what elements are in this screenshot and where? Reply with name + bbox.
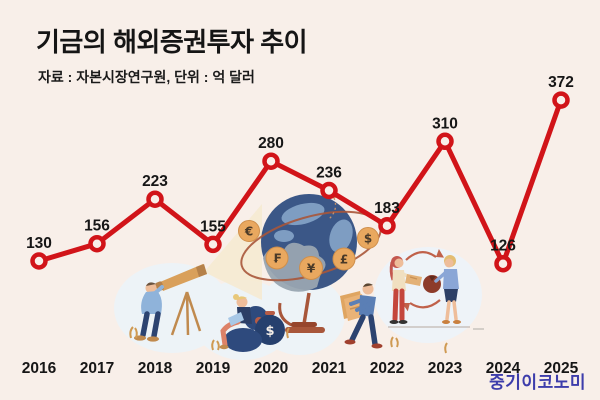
value-label-2019: 155 xyxy=(200,218,226,235)
watermark-logo: 중기이코노미 xyxy=(489,373,586,392)
man-carrying-money xyxy=(340,283,383,349)
data-point-2024 xyxy=(494,254,512,273)
axis-label-2018: 2018 xyxy=(138,360,173,377)
value-label-2018: 223 xyxy=(142,173,168,190)
dollar-coin-icon: $ xyxy=(364,232,372,246)
value-label-2020: 280 xyxy=(258,135,284,152)
money-exchange-scene xyxy=(388,249,484,330)
data-point-2020 xyxy=(262,152,280,170)
euro-coin-icon: € xyxy=(244,225,253,239)
grass-tufts xyxy=(129,326,448,354)
money-sack-dollar-icon: $ xyxy=(265,324,274,339)
data-point-2021 xyxy=(320,181,338,200)
value-label-2022: 183 xyxy=(374,200,400,217)
currency-coins: € ₣ ¥ £ $ xyxy=(238,220,379,280)
value-label-2024: 126 xyxy=(490,238,516,255)
page-title: 기금의 해외증권투자 추이 xyxy=(36,27,308,57)
value-label-2016: 130 xyxy=(26,235,52,252)
woman-with-laptop: $ xyxy=(219,294,285,352)
data-point-2016 xyxy=(30,252,48,270)
axis-label-2021: 2021 xyxy=(312,360,347,377)
value-label-2021: 236 xyxy=(316,165,342,182)
data-point-2022 xyxy=(378,217,396,235)
yen-coin-icon: ¥ xyxy=(307,262,316,276)
value-label-2017: 156 xyxy=(84,218,110,235)
franc-coin-icon: ₣ xyxy=(273,252,281,266)
pound-coin-icon: £ xyxy=(340,253,348,267)
data-point-2023 xyxy=(436,132,454,151)
data-point-2019 xyxy=(204,235,222,254)
telescope-man xyxy=(134,264,207,342)
data-point-2017 xyxy=(88,234,106,253)
source-unit-caption: 자료 : 자본시장연구원, 단위 : 억 달러 xyxy=(38,69,255,85)
axis-label-2020: 2020 xyxy=(254,360,288,377)
value-label-2025: 372 xyxy=(548,74,574,91)
axis-label-2025: 2025 xyxy=(544,360,579,377)
trend-line xyxy=(36,97,564,267)
data-point-2025 xyxy=(552,91,570,109)
value-label-2023: 310 xyxy=(432,115,458,132)
data-point-2018 xyxy=(146,190,164,208)
axis-label-2023: 2023 xyxy=(428,360,463,377)
axis-label-2024: 2024 xyxy=(486,360,521,377)
axis-label-2017: 2017 xyxy=(80,360,114,377)
axis-label-2019: 2019 xyxy=(196,360,231,377)
axis-label-2022: 2022 xyxy=(370,360,404,377)
axis-label-2016: 2016 xyxy=(22,360,57,377)
